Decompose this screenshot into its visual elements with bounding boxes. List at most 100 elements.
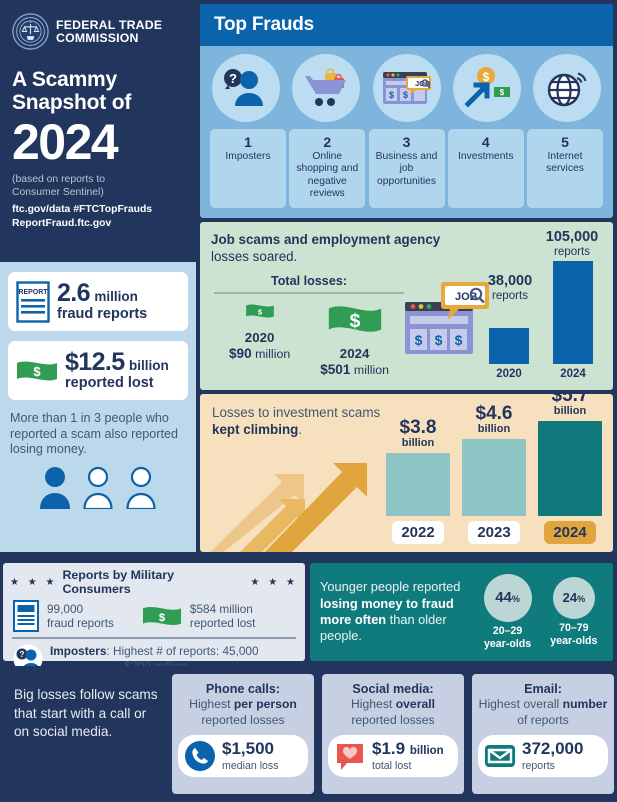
channel-card-email[interactable]: Email: Highest overall number of reports… xyxy=(472,674,614,794)
military-lost-value: $584 million xyxy=(189,602,253,616)
job-scams-art: $ $ $ JOB xyxy=(403,280,491,363)
card-value-block: $1,500 median loss xyxy=(222,739,279,773)
top-frauds-heading: Top Frauds xyxy=(214,14,315,35)
ftc-brand: FEDERAL TRADE COMMISSION xyxy=(12,13,184,50)
card-sub2: reported losses xyxy=(351,712,435,727)
reports-caption: fraud reports xyxy=(57,306,148,322)
percent-sign: % xyxy=(577,594,586,604)
bar-unit-2024: billion xyxy=(553,405,587,417)
card-value: $1,500 xyxy=(222,739,274,758)
lost-unit: billion xyxy=(129,358,169,373)
card-caption: median loss xyxy=(222,760,279,772)
card-heading: Social media: xyxy=(352,682,434,696)
source-note-line2: Consumer Sentinel) xyxy=(12,186,104,198)
top-frauds-panel: Top Frauds ? xyxy=(200,4,613,218)
age-caption: 70–79 year-olds xyxy=(545,622,603,647)
stars-left-icon: ★ ★ ★ xyxy=(10,576,58,588)
internet-icon-badge xyxy=(533,54,601,122)
svg-text:$: $ xyxy=(455,332,463,348)
rank-label: 2 xyxy=(323,134,332,150)
percent-sign: % xyxy=(511,594,520,604)
svg-text:?: ? xyxy=(20,650,25,659)
stat-card-lost: $ $12.5 billion reported lost xyxy=(8,341,188,400)
rank-label: 3 xyxy=(402,134,411,150)
younger-people-text: Younger people reported losing money to … xyxy=(320,579,470,645)
top-fraud-item-1[interactable]: 1 Imposters xyxy=(210,129,286,208)
card-subtitle: Highest overall number of reports xyxy=(478,697,608,728)
percent-circle: 44% xyxy=(483,574,532,622)
percent-value: 24 xyxy=(562,590,578,605)
top-fraud-item-3[interactable]: 3 Business and job opportunities xyxy=(368,129,445,208)
globe-wifi-icon xyxy=(547,72,587,107)
top-frauds-header: Top Frauds xyxy=(200,4,613,46)
fraud-label: Investments xyxy=(457,151,514,162)
bottom-panel: Big losses follow scams that start with … xyxy=(0,666,617,802)
investment-title-rest2: . xyxy=(298,422,303,437)
svg-text:$: $ xyxy=(159,612,166,624)
job-icon-badge: $ $ JOB xyxy=(372,54,441,122)
stars-right-icon: ★ ★ ★ xyxy=(250,576,298,588)
sidebar-note: More than 1 in 3 people who reported a s… xyxy=(10,411,179,457)
card-sub-bold: per person xyxy=(233,697,297,711)
link-report-fraud[interactable]: ReportFraud.ftc.gov xyxy=(12,217,112,229)
bar-2023 xyxy=(462,439,526,516)
header-panel: FEDERAL TRADE COMMISSION A Scammy Snapsh… xyxy=(0,0,196,258)
top-fraud-item-2[interactable]: 2 Online shopping and negative reviews xyxy=(289,129,366,208)
military-reports-caption: fraud reports xyxy=(47,616,114,630)
military-lost-text: $584 million reported lost xyxy=(190,602,256,630)
imposters-label: Imposters xyxy=(50,644,107,659)
money-bill-icon: $ xyxy=(17,361,57,380)
investment-title-bold: kept climbing xyxy=(212,422,299,437)
top-fraud-item-5[interactable]: 5 Internet services xyxy=(527,129,603,208)
bottom-cards-row: Phone calls: Highest per person reported… xyxy=(172,674,614,794)
fraud-label: Internet services xyxy=(546,151,584,175)
bar-2020 xyxy=(489,328,529,364)
bar-label-2024: 2024 xyxy=(560,368,586,380)
channel-card-phone[interactable]: Phone calls: Highest per person reported… xyxy=(172,674,314,794)
age-range: 70–79 xyxy=(559,622,589,634)
svg-text:$: $ xyxy=(33,364,41,379)
card-sub1: Highest xyxy=(189,697,234,711)
card-sub2: reported losses xyxy=(201,712,285,727)
total-losses-heading: Total losses: xyxy=(270,274,348,288)
card-heading: Email: xyxy=(524,682,562,696)
imposter-icon-badge: ? xyxy=(212,54,280,122)
card-value-pill: $1,500 median loss xyxy=(178,735,308,777)
channel-card-social[interactable]: Social media: Highest overall reported l… xyxy=(322,674,464,794)
card-value-unit: billion xyxy=(409,745,444,757)
job-reports-bar-chart: 38,000 reports 105,000 reports 2020 2024 xyxy=(483,230,601,381)
lost-caption: reported lost xyxy=(65,375,154,391)
bar-unit-2024: reports xyxy=(553,245,591,258)
bar-value-2024: $5.7 xyxy=(551,394,589,406)
title-year: 2024 xyxy=(12,114,119,170)
svg-text:$: $ xyxy=(482,70,489,84)
svg-text:$: $ xyxy=(388,90,393,100)
source-note-line1: (based on reports to xyxy=(12,174,105,185)
link-ftc-data[interactable]: ftc.gov/data #FTCTopFrauds xyxy=(12,204,153,216)
card-caption: total lost xyxy=(372,760,412,772)
card-value-pill: 372,000 reports xyxy=(478,735,608,777)
percent-value: 44 xyxy=(495,589,512,606)
svg-text:$: $ xyxy=(257,307,262,316)
card-value: $1.9 xyxy=(372,739,406,758)
svg-text:$: $ xyxy=(402,90,407,100)
military-stats-row: 99,000 fraud reports $ $584 million repo… xyxy=(10,600,298,632)
title-line2: Snapshot of xyxy=(12,91,132,114)
military-reports-text: 99,000 fraud reports xyxy=(47,602,114,630)
younger-text-2: than older people. xyxy=(320,612,447,644)
top-fraud-item-4[interactable]: 4 Investments xyxy=(447,129,524,208)
investment-panel: Losses to investment scams kept climbing… xyxy=(200,394,613,552)
investment-col-2022: $3.8 billion 2022 xyxy=(385,418,451,544)
fraud-label: Online shopping and negative reviews xyxy=(296,151,359,200)
job-total-losses: Total losses: $ 2020 $90 million $ xyxy=(214,274,404,377)
top-frauds-card-row: 1 Imposters 2 Online shopping and negati… xyxy=(210,129,603,208)
title-line1: A Scammy xyxy=(12,68,118,91)
svg-text:JOB: JOB xyxy=(455,291,478,303)
fraud-label: Business and job opportunities xyxy=(375,151,438,187)
percent-circle: 24% xyxy=(552,577,595,619)
arrow-money-icon: $ $ xyxy=(464,67,510,108)
bar-unit-2023: billion xyxy=(477,423,511,435)
shopping-icon-badge xyxy=(292,54,361,122)
person-outline-icon xyxy=(126,466,156,509)
job-scams-title: Job scams and employment agency losses s… xyxy=(211,231,461,265)
